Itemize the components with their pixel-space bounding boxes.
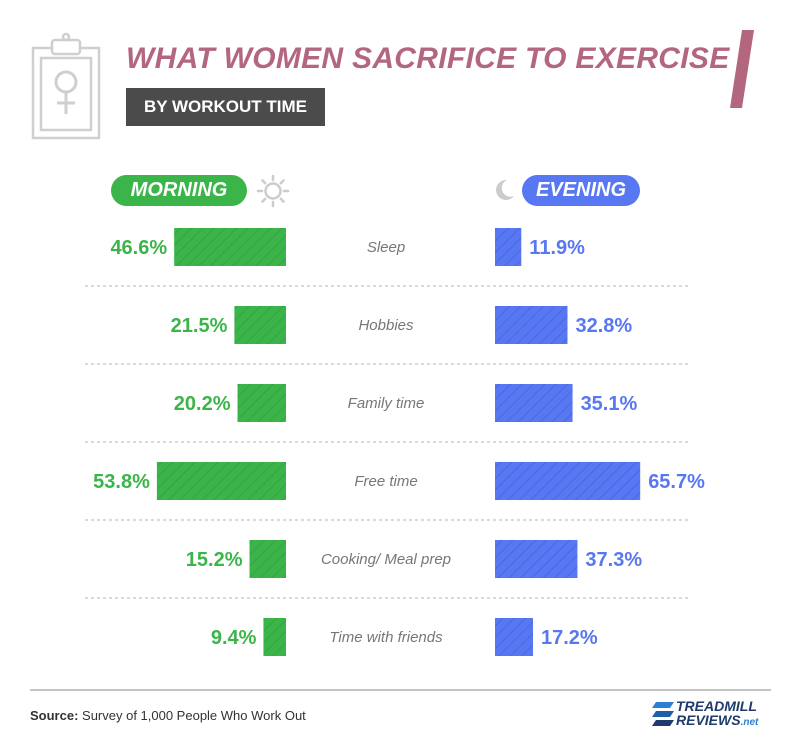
evening-legend-pill: EVENING [522,175,640,206]
morning-value-label: 53.8% [93,471,150,493]
clipboard-female-symbol-icon [31,32,101,140]
source-text: Survey of 1,000 People Who Work Out [78,708,306,723]
morning-value-label: 9.4% [211,627,257,649]
evening-value-label: 65.7% [648,471,705,493]
morning-bar [234,306,286,344]
morning-bar [263,618,286,656]
logo-wordmark: TREADMILL REVIEWS.net [676,699,758,730]
category-label: Family time [348,395,425,412]
morning-value-label: 20.2% [174,393,231,415]
title-slash-decoration [730,30,754,108]
evening-bar [495,618,534,656]
sun-icon [256,174,290,208]
evening-bar [495,540,578,578]
evening-value-label: 37.3% [585,549,642,571]
moon-icon [496,179,514,200]
chart-title: WHAT WOMEN SACRIFICE TO EXERCISE [126,42,730,75]
treadmill-reviews-logo-icon [652,702,674,726]
evening-bar [495,384,573,422]
category-label: Time with friends [329,629,443,646]
evening-value-label: 32.8% [575,315,632,337]
evening-value-label: 11.9% [529,237,585,259]
morning-bar [249,540,286,578]
morning-bar [237,384,286,422]
morning-value-label: 46.6% [110,237,167,259]
evening-value-label: 35.1% [581,393,638,415]
category-label: Sleep [367,239,405,256]
logo-line1: TREADMILL [676,698,757,714]
category-label: Cooking/ Meal prep [321,551,451,568]
source-note: Source: Survey of 1,000 People Who Work … [30,708,306,723]
morning-bar [174,228,286,266]
morning-value-label: 15.2% [186,549,243,571]
morning-value-label: 21.5% [171,315,228,337]
morning-legend-pill: MORNING [111,175,247,206]
logo-line2: REVIEWS [676,712,741,728]
evening-bar [495,462,641,500]
evening-bar [495,228,522,266]
evening-value-label: 17.2% [541,627,598,649]
category-label: Hobbies [358,317,414,334]
chart-subtitle: BY WORKOUT TIME [126,88,325,126]
category-label: Free time [354,473,417,490]
logo-suffix: .net [740,717,759,728]
morning-bar [156,462,286,500]
source-label: Source: [30,708,79,723]
evening-bar [495,306,568,344]
